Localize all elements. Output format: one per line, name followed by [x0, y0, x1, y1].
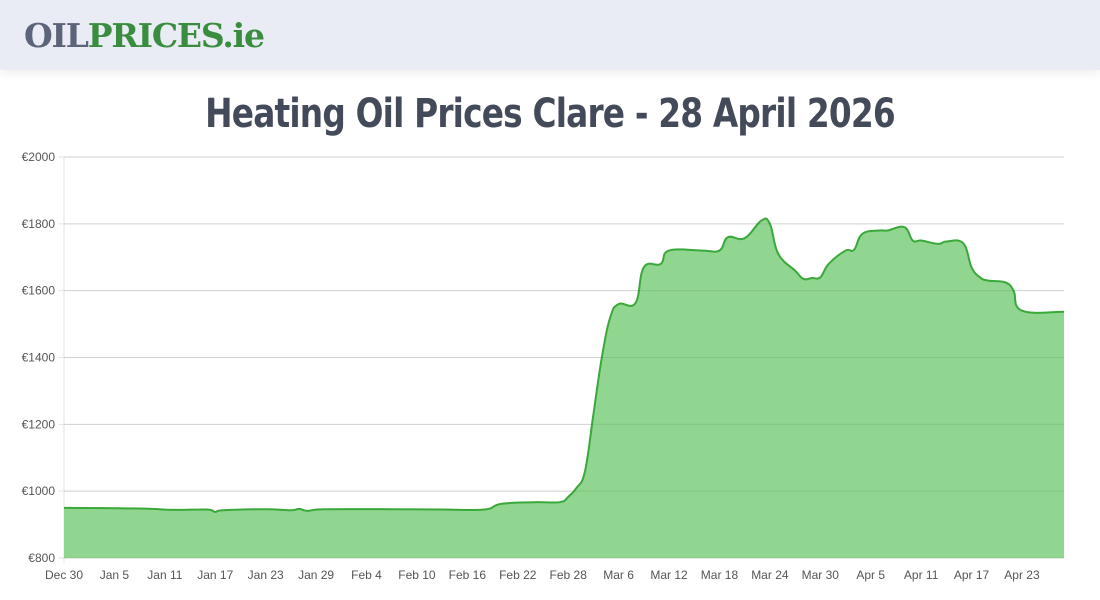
- x-tick-label: Jan 17: [197, 568, 233, 582]
- x-tick-label: Apr 23: [1004, 568, 1040, 582]
- y-tick-label: €1000: [22, 484, 56, 498]
- x-tick-label: Mar 12: [650, 568, 688, 582]
- y-tick-label: €1200: [22, 417, 56, 431]
- y-tick-label: €1400: [22, 351, 56, 365]
- x-tick-label: Feb 4: [351, 568, 382, 582]
- x-tick-label: Dec 30: [45, 568, 83, 582]
- logo-prices-text: PRICES: [87, 16, 224, 55]
- x-tick-label: Jan 5: [100, 568, 130, 582]
- x-tick-label: Apr 17: [954, 568, 990, 582]
- y-tick-label: €2000: [22, 150, 56, 164]
- y-tick-label: €800: [28, 551, 55, 565]
- x-axis: Dec 30 Jan 5 Jan 11 Jan 17 Jan 23 Jan 29 Feb 4…: [45, 568, 1040, 582]
- x-tick-label: Feb 10: [398, 568, 436, 582]
- x-tick-label: Feb 16: [449, 568, 487, 582]
- x-tick-label: Apr 11: [904, 568, 939, 582]
- price-line: [63, 217, 1065, 513]
- y-tick-label: €1800: [22, 217, 56, 231]
- y-axis: €800 €1000 €1200 €1400 €1600 €1800 €2000: [22, 150, 56, 565]
- site-header: OILPRICES.ie: [0, 0, 1100, 70]
- x-tick-label: Mar 6: [603, 568, 634, 582]
- x-tick-label: Jan 29: [298, 568, 334, 582]
- x-tick-label: Feb 22: [499, 568, 537, 582]
- price-area-fill: [64, 218, 1064, 558]
- x-tick-label: Jan 11: [147, 568, 182, 582]
- x-tick-label: Mar 30: [802, 568, 840, 582]
- y-tick-label: €1600: [22, 284, 56, 298]
- x-tick-label: Mar 24: [751, 568, 789, 582]
- logo-oil-text: OIL: [24, 16, 89, 55]
- page-title: Heating Oil Prices Clare - 28 April 2026: [205, 91, 896, 137]
- x-tick-label: Apr 5: [856, 568, 885, 582]
- logo-tld-text: .ie: [222, 16, 265, 55]
- x-tick-label: Mar 18: [701, 568, 739, 582]
- site-logo[interactable]: OILPRICES.ie: [24, 16, 265, 56]
- x-tick-label: Feb 28: [550, 568, 588, 582]
- x-tick-label: Jan 23: [248, 568, 284, 582]
